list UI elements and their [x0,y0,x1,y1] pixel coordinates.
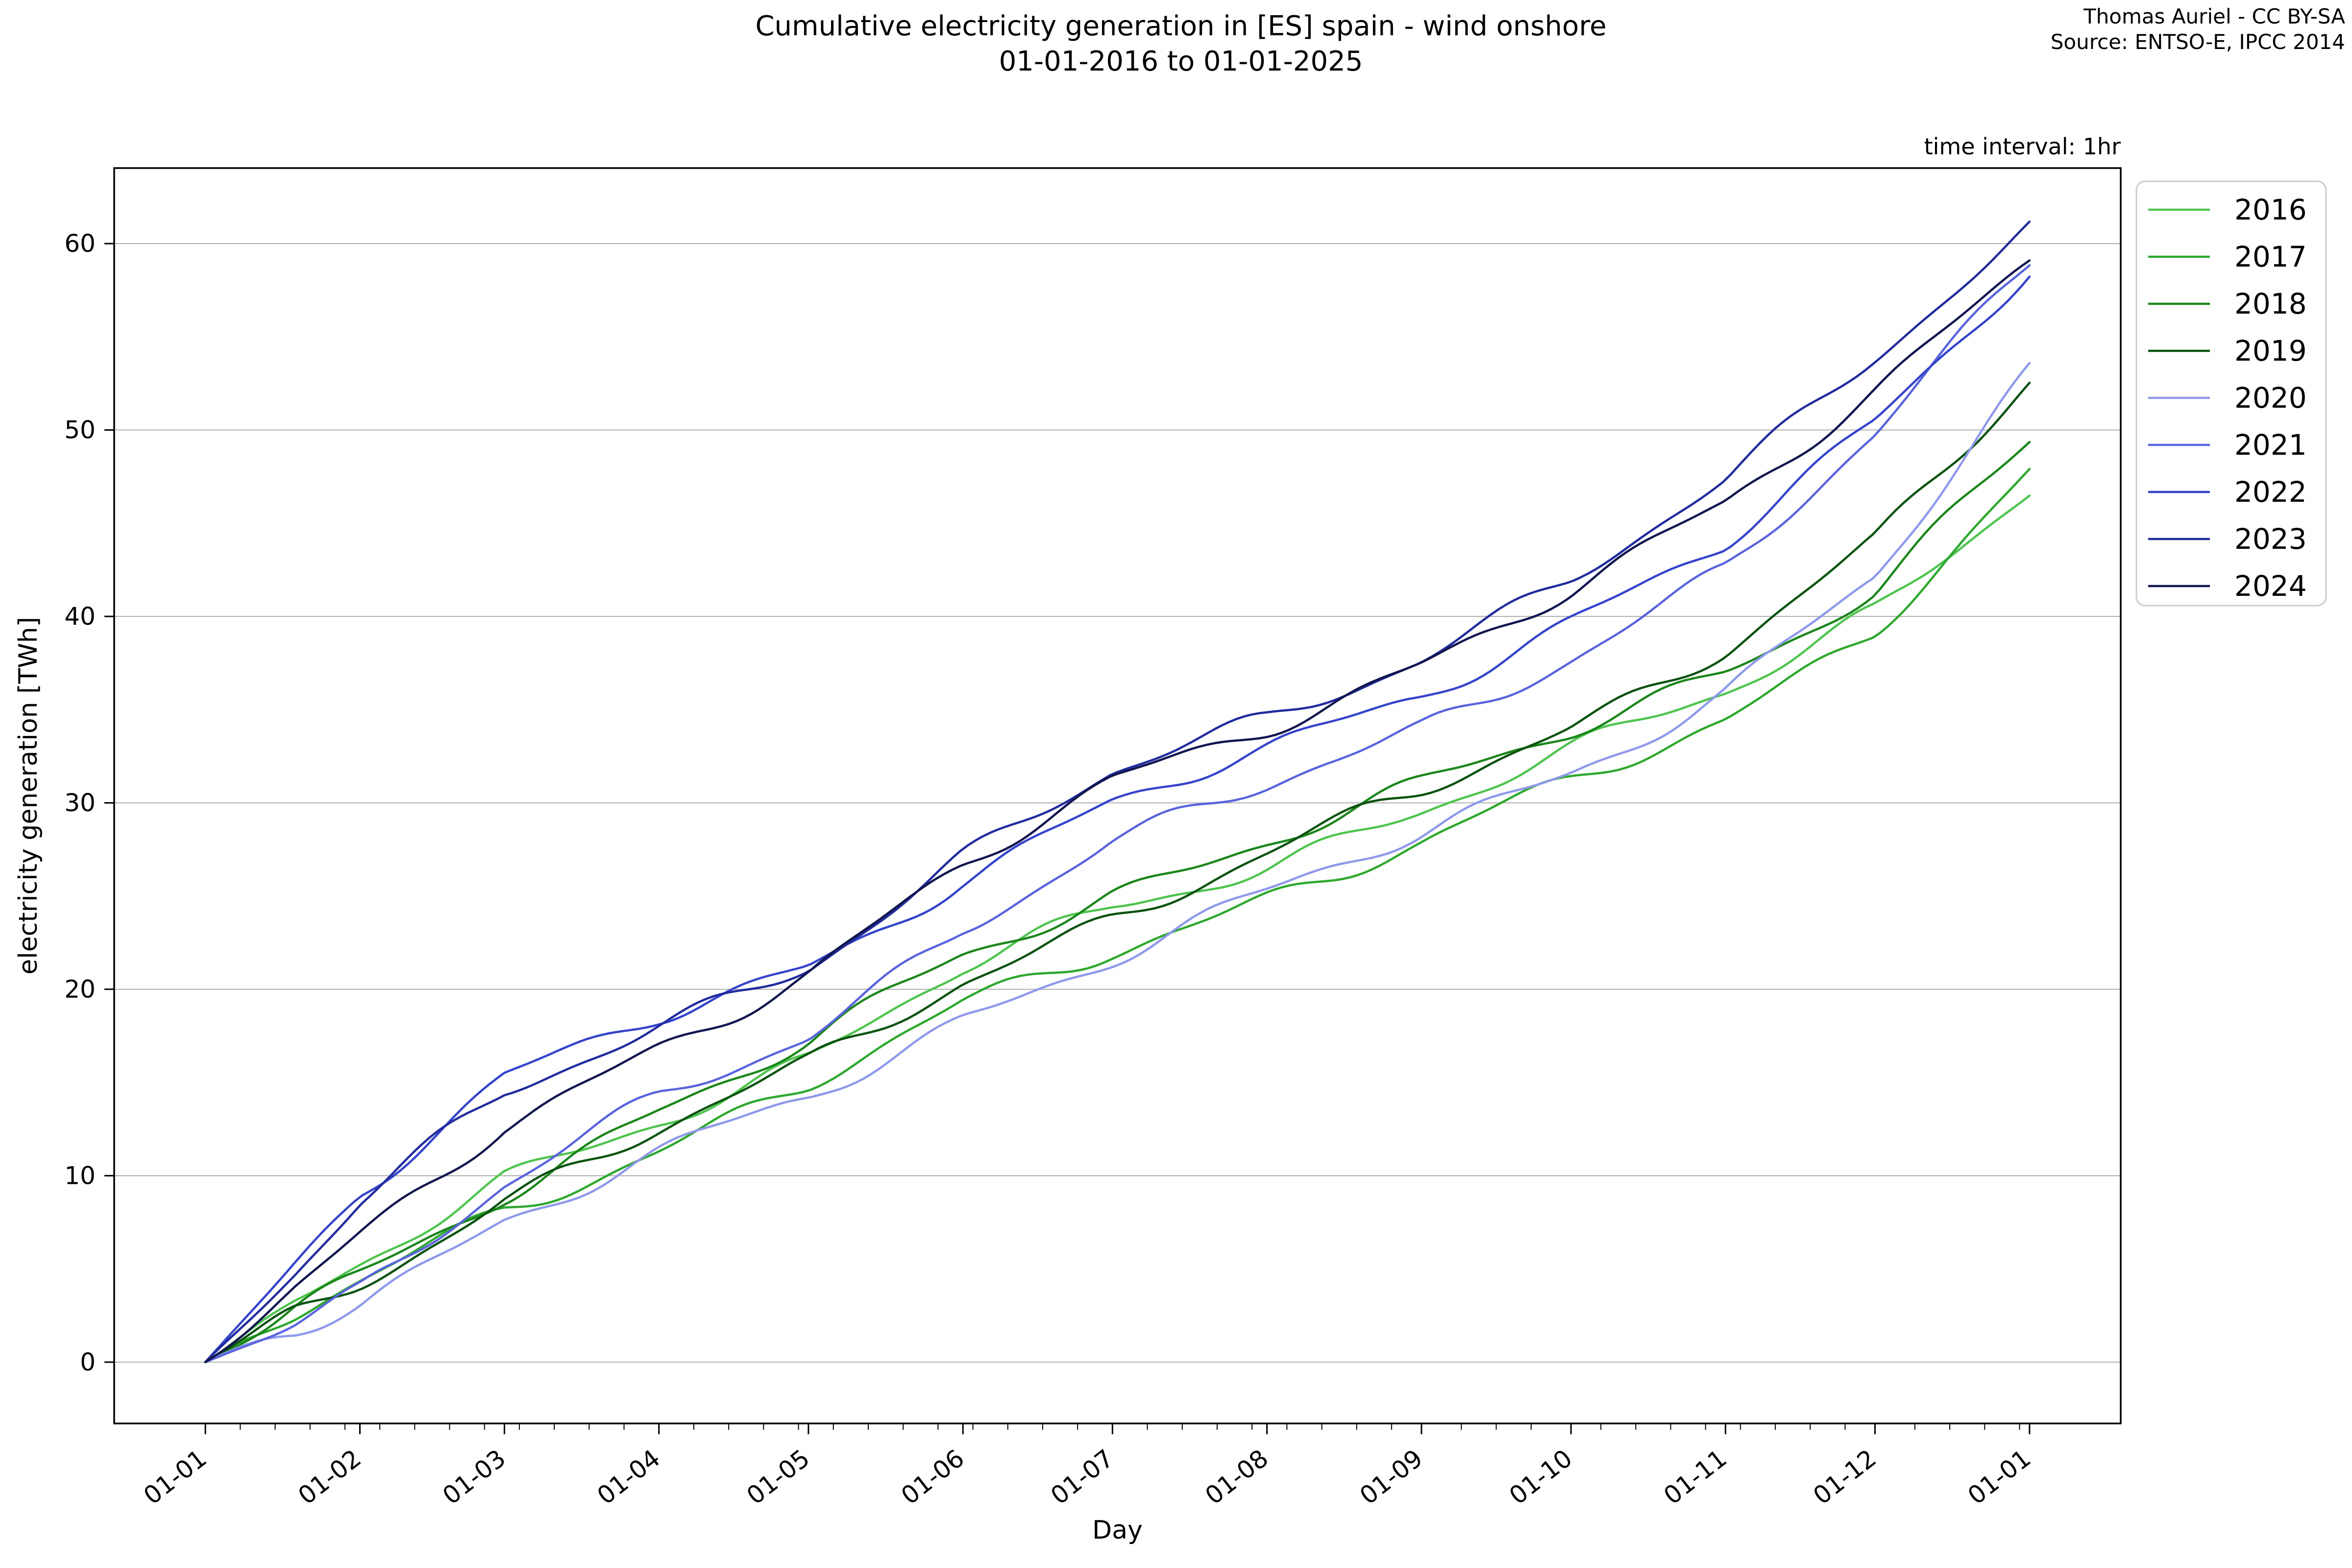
y-tick-label: 20 [64,975,96,1004]
y-tick-label: 30 [64,788,96,817]
legend-label-2021: 2021 [2234,428,2307,462]
series-line-2021 [204,264,2031,1364]
x-tick-label: 01-04 [592,1444,665,1510]
x-tick-label: 01-12 [1808,1444,1882,1510]
x-tick-label: 01-03 [438,1444,511,1510]
legend-label-2018: 2018 [2234,287,2307,320]
legend-label-2019: 2019 [2234,334,2307,368]
plot-area-border [113,167,2122,1424]
x-tick-label: 01-10 [1504,1444,1577,1510]
series-line-2016 [204,494,2031,1364]
y-tick-label: 40 [64,602,96,631]
series-line-2022 [204,275,2031,1364]
series-line-2018 [204,441,2031,1364]
attribution-source: Source: ENTSO-E, IPCC 2014 [2050,30,2345,54]
x-tick-label: 01-11 [1659,1444,1732,1510]
y-tick-label: 50 [64,416,96,444]
legend-label-2024: 2024 [2234,569,2307,603]
y-tick-label: 60 [64,229,96,258]
figure-title-line2: 01-01-2016 to 01-01-2025 [999,46,1363,77]
series-line-2020 [204,362,2031,1364]
legend-label-2022: 2022 [2234,475,2307,509]
x-axis-label: Day [1092,1516,1143,1545]
legend-label-2023: 2023 [2234,522,2307,556]
legend-label-2016: 2016 [2234,193,2307,226]
series-line-2017 [204,467,2031,1364]
attribution-author: Thomas Auriel - CC BY-SA [2083,4,2345,28]
x-tick-label: 01-08 [1200,1444,1274,1510]
legend-label-2017: 2017 [2234,240,2307,273]
x-tick-label: 01-06 [896,1444,969,1510]
x-tick-label: 01-01 [1962,1444,2036,1510]
y-axis-label: electricity generation [TWh] [14,617,43,975]
time-interval-note: time interval: 1hr [1924,133,2121,160]
y-tick-label: 10 [64,1161,96,1190]
x-tick-label: 01-09 [1354,1444,1428,1510]
figure-title: Cumulative electricity generation in [ES… [554,9,1808,79]
series-line-2023 [204,220,2031,1364]
x-tick-label: 01-01 [138,1444,212,1510]
x-tick-label: 01-05 [741,1444,815,1510]
y-tick-label: 0 [80,1348,96,1376]
series-line-2019 [204,381,2031,1364]
figure-title-line1: Cumulative electricity generation in [ES… [755,10,1607,42]
x-tick-label: 01-07 [1046,1444,1119,1510]
legend-box [2135,180,2327,607]
attribution: Thomas Auriel - CC BY-SA Source: ENTSO-E… [2051,4,2345,55]
series-line-2024 [204,259,2031,1364]
legend-label-2020: 2020 [2234,381,2307,415]
x-tick-label: 01-02 [293,1444,367,1510]
